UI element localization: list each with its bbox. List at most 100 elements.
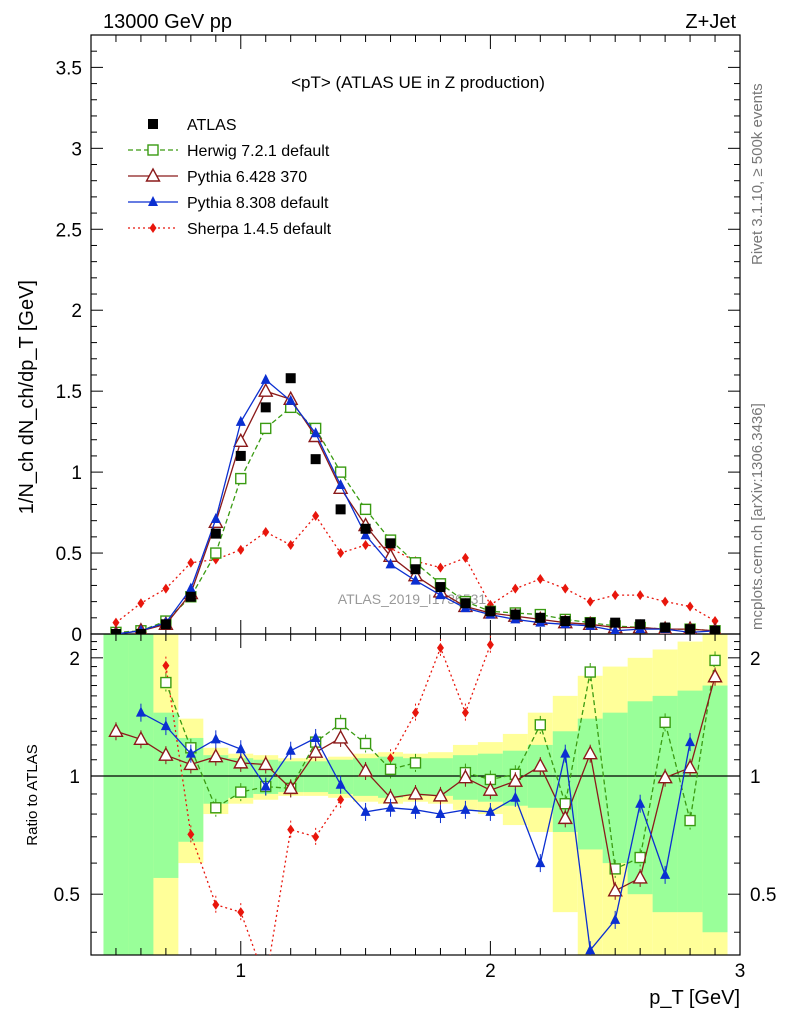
ratio-point-herwig-7-2-1-default xyxy=(534,719,547,731)
x-tick-label: 1 xyxy=(235,961,246,982)
ratio-point-sherpa-1-4-5-default xyxy=(412,707,419,718)
main-point-sherpa-1-4-5-default xyxy=(536,573,544,584)
main-y-tick-label: 1 xyxy=(71,463,82,484)
ratio-point-pythia-8-308-default xyxy=(260,780,271,791)
x-tick-label: 2 xyxy=(485,961,496,982)
ratio-point-pythia-6-428-370 xyxy=(133,730,149,746)
main-point-pythia-6-428-370 xyxy=(258,382,274,397)
ratio-point-herwig-7-2-1-default xyxy=(659,716,671,729)
main-point-atlas xyxy=(235,450,246,461)
main-point-atlas xyxy=(110,629,121,634)
ratio-point-sherpa-1-4-5-default xyxy=(187,829,195,840)
ratio-point-pythia-6-428-370 xyxy=(457,769,474,784)
main-point-atlas xyxy=(360,523,371,534)
main-point-pythia-8-308-default xyxy=(610,624,620,634)
legend-marker-herwig-7-2-1-default xyxy=(147,144,159,156)
band-inner-19 xyxy=(577,718,603,850)
ratio-point-pythia-8-308-default xyxy=(535,857,546,868)
ratio-point-pythia-8-308-default xyxy=(585,944,596,955)
ratio-point-herwig-7-2-1-default xyxy=(409,757,422,769)
ratio-point-pythia-8-308-default xyxy=(510,791,521,802)
main-point-sherpa-1-4-5-default xyxy=(187,557,195,568)
legend-label-atlas: ATLAS xyxy=(187,117,237,134)
ratio-point-pythia-8-308-default xyxy=(285,744,296,755)
ratio-point-sherpa-1-4-5-default xyxy=(461,707,469,718)
ratio-series-group xyxy=(108,635,723,986)
ratio-point-sherpa-1-4-5-default xyxy=(262,976,269,986)
main-point-sherpa-1-4-5-default xyxy=(312,510,320,521)
ratio-point-pythia-6-428-370 xyxy=(607,882,623,897)
band-inner-1 xyxy=(128,634,154,955)
legend-label-sherpa-1-4-5-default: Sherpa 1.4.5 default xyxy=(187,221,332,238)
ratio-point-pythia-8-308-default xyxy=(660,868,671,879)
main-point-sherpa-1-4-5-default xyxy=(436,562,444,573)
ratio-point-pythia-8-308-default xyxy=(135,706,146,717)
x-tick-label: 3 xyxy=(735,961,746,982)
main-y-tick-label: 0 xyxy=(71,625,82,646)
ratio-point-pythia-8-308-default xyxy=(685,736,696,747)
ratio-point-pythia-8-308-default xyxy=(485,805,496,816)
band-inner-8 xyxy=(303,761,329,793)
ratio-y-tick-label-right: 1 xyxy=(750,767,761,788)
main-point-sherpa-1-4-5-default xyxy=(337,548,345,559)
x-axis-title: p_T [GeV] xyxy=(649,987,740,1009)
ratio-point-sherpa-1-4-5-default xyxy=(212,899,220,910)
main-series-group xyxy=(110,373,722,634)
main-point-sherpa-1-4-5-default xyxy=(162,583,170,594)
ratio-y-tick-label-right: 2 xyxy=(750,649,761,670)
main-point-sherpa-1-4-5-default xyxy=(561,583,569,594)
main-point-pythia-8-308-default xyxy=(335,479,346,490)
main-point-atlas xyxy=(410,564,421,575)
ratio-point-pythia-6-428-370 xyxy=(108,722,124,737)
main-point-atlas xyxy=(635,619,646,630)
ratio-point-pythia-6-428-370 xyxy=(283,779,299,795)
ratio-point-herwig-7-2-1-default xyxy=(584,666,596,678)
main-point-pythia-8-308-default xyxy=(260,373,271,384)
main-point-sherpa-1-4-5-default xyxy=(686,601,694,612)
ratio-point-pythia-6-428-370 xyxy=(158,746,174,761)
ratio-point-pythia-6-428-370 xyxy=(657,769,673,784)
legend: ATLAS Herwig 7.2.1 default Pythia 6.428 37… xyxy=(128,117,332,238)
main-point-atlas xyxy=(185,591,196,602)
main-point-atlas xyxy=(210,528,221,539)
legend-marker-pythia-6-428-370 xyxy=(145,167,161,182)
ratio-point-herwig-7-2-1-default xyxy=(384,763,397,776)
ratio-point-pythia-8-308-default xyxy=(360,805,371,816)
ratio-point-herwig-7-2-1-default xyxy=(359,737,372,750)
legend-label-herwig-7-2-1-default: Herwig 7.2.1 default xyxy=(187,143,330,160)
main-point-herwig-7-2-1-default xyxy=(260,422,272,435)
ratio-y-tick-label: 0.5 xyxy=(54,885,80,906)
main-point-pythia-8-308-default xyxy=(285,394,296,405)
main-point-sherpa-1-4-5-default xyxy=(461,552,469,563)
legend-marker-pythia-8-308-default xyxy=(148,196,158,206)
ratio-point-herwig-7-2-1-default xyxy=(210,802,222,814)
main-point-sherpa-1-4-5-default xyxy=(511,583,519,594)
main-point-atlas xyxy=(335,504,346,515)
main-point-atlas xyxy=(385,538,396,549)
band-inner-0 xyxy=(103,634,129,955)
band-inner-23 xyxy=(677,690,703,913)
ratio-point-pythia-6-428-370 xyxy=(432,787,449,802)
ratio-point-pythia-6-428-370 xyxy=(208,748,224,763)
main-point-sherpa-1-4-5-default xyxy=(362,539,370,550)
ratio-point-pythia-6-428-370 xyxy=(233,754,249,769)
main-point-sherpa-1-4-5-default xyxy=(112,617,120,628)
main-point-pythia-8-308-default xyxy=(385,558,396,569)
ratio-point-herwig-7-2-1-default xyxy=(559,798,571,810)
main-point-pythia-6-428-370 xyxy=(233,432,249,448)
ratio-point-pythia-6-428-370 xyxy=(183,756,199,771)
main-y-tick-label: 3 xyxy=(71,139,82,160)
ratio-point-sherpa-1-4-5-default xyxy=(337,794,345,805)
ratio-point-pythia-6-428-370 xyxy=(632,869,648,884)
ratio-point-pythia-8-308-default xyxy=(460,803,471,814)
ratio-point-pythia-8-308-default xyxy=(160,720,171,731)
main-point-atlas xyxy=(610,617,621,628)
main-point-atlas xyxy=(710,625,721,634)
ratio-point-pythia-6-428-370 xyxy=(307,743,324,758)
main-y-tick-label: 2 xyxy=(71,301,82,322)
ratio-point-sherpa-1-4-5-default xyxy=(162,660,170,671)
main-point-sherpa-1-4-5-default xyxy=(586,596,594,607)
header-energy-label: 13000 GeV pp xyxy=(103,11,232,33)
main-point-atlas xyxy=(260,402,271,413)
